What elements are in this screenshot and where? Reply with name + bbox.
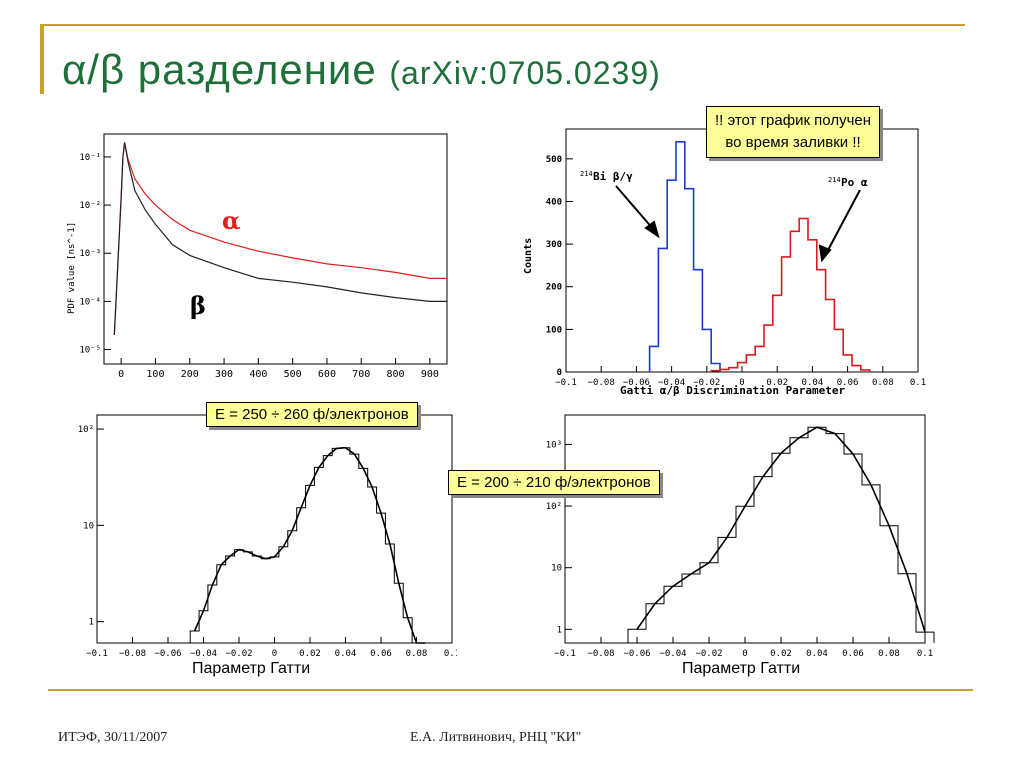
gatti-distribution-chart: −0.1 −0.08 −0.06 −0.04 −0.02 0 0.02 0.04 0.06 0.0… [520, 124, 930, 399]
bi-arrowhead [644, 220, 660, 239]
x-tick-label: 0.04 [335, 649, 357, 659]
x-tick-label: 0.1 [917, 649, 933, 659]
caption-bottom-left: Параметр Гатти [192, 660, 311, 677]
x-tick-label: 0.1 [444, 649, 457, 659]
note-callout: !! этот график получен во время заливки … [706, 106, 881, 158]
fit-curve [193, 446, 426, 644]
x-tick-label: 300 [215, 369, 233, 380]
x-tick-label: −0.08 [588, 378, 615, 388]
x-tick-label: 0.06 [370, 649, 392, 659]
x-tick-label: −0.1 [86, 649, 108, 659]
x-tick-label: 0.04 [802, 378, 824, 388]
y-tick-label: 10⁻⁵ [79, 346, 101, 356]
x-tick-label: 0.08 [878, 649, 900, 659]
x-tick-label: 0 [742, 649, 747, 659]
footer-center: Е.А. Литвинович, РНЦ "КИ" [410, 730, 582, 745]
caption-bottom-right: Параметр Гатти [682, 660, 801, 677]
x-tick-label: −0.04 [658, 378, 685, 388]
x-tick-label: 0 [272, 649, 277, 659]
y-tick-label: 500 [546, 155, 562, 165]
x-tick-label: −0.02 [695, 649, 722, 659]
pulse-shape-chart: 0 100 200 300 400 500 600 700 800 900 10⁻⁵ 10⁻⁴ 10⁻… [67, 124, 454, 390]
footer-left: ИТЭФ, 30/11/2007 [58, 730, 168, 745]
y-tick-label: 400 [546, 197, 562, 207]
x-tick-label: 0 [739, 378, 744, 388]
y-tick-label: 10² [78, 425, 94, 435]
top-divider [40, 24, 965, 26]
x-tick-label: −0.04 [659, 649, 686, 659]
x-tick-label: −0.02 [225, 649, 252, 659]
y-axis-label: Counts [523, 238, 534, 274]
x-tick-label: −0.02 [693, 378, 720, 388]
x-tick-label: −0.08 [119, 649, 146, 659]
x-tick-label: 0 [118, 369, 124, 380]
x-tick-label: 400 [249, 369, 267, 380]
title-reference: (arXiv:0705.0239) [389, 55, 661, 91]
y-tick-label: 300 [546, 240, 562, 250]
x-tick-label: −0.08 [587, 649, 614, 659]
x-tick-label: 0.1 [910, 378, 926, 388]
gatti-250-260-chart: −0.1 −0.08 −0.06 −0.04 −0.02 0 0.02 0.04 0.06 0.0… [62, 410, 457, 662]
note-line-2: во время заливки !! [725, 134, 861, 151]
note-line-1: !! этот график получен [715, 112, 872, 129]
x-tick-label: 0.08 [406, 649, 428, 659]
y-tick-label: 0 [557, 368, 562, 378]
x-axis-label: Gatti α/β Discrimination Parameter [620, 384, 846, 397]
y-tick-label: 1 [89, 618, 94, 628]
alpha-label: α [222, 206, 240, 235]
accent-bar [40, 24, 44, 94]
y-tick-label: 10² [546, 502, 562, 512]
x-tick-label: 800 [387, 369, 405, 380]
x-tick-label: 0.02 [770, 649, 792, 659]
bi-arrow [615, 185, 655, 231]
x-tick-label: 100 [146, 369, 164, 380]
y-tick-label: 200 [546, 283, 562, 293]
x-tick-label: −0.04 [190, 649, 217, 659]
po-annotation: Po α [841, 176, 868, 189]
y-tick-label: 10 [551, 564, 562, 574]
gatti-200-210-chart: −0.1 −0.08 −0.06 −0.04 −0.02 0 0.02 0.04 0.06 0.0… [540, 410, 935, 662]
y-tick-label: 10³ [546, 440, 562, 450]
x-tick-label: −0.06 [154, 649, 181, 659]
fit-curve [636, 426, 926, 633]
y-tick-label: 10⁻¹ [79, 153, 101, 163]
y-tick-label: 100 [546, 325, 562, 335]
y-axis-label: PDF value [ns^-1] [67, 222, 77, 314]
series-bi-histogram [648, 141, 721, 372]
y-tick-label: 10⁻² [79, 201, 101, 211]
x-tick-label: 0.02 [766, 378, 788, 388]
x-tick-label: 0.06 [837, 378, 859, 388]
y-tick-label: 10⁻⁴ [79, 297, 101, 307]
series-po-histogram [710, 217, 871, 372]
po-isotope-sup: 214 [828, 176, 841, 184]
po-arrowhead [818, 244, 832, 263]
x-tick-label: 0.06 [842, 649, 864, 659]
energy-right-callout: E = 200 ÷ 210 ф/электронов [448, 470, 660, 495]
x-tick-label: −0.06 [623, 378, 650, 388]
series-beta-line [113, 142, 447, 336]
x-tick-label: 0.08 [872, 378, 894, 388]
x-tick-label: 900 [421, 369, 439, 380]
x-tick-label: 0.02 [299, 649, 321, 659]
x-tick-label: 0.04 [806, 649, 828, 659]
bottom-divider [48, 689, 973, 691]
x-tick-label: 600 [318, 369, 336, 380]
bi-isotope-sup: 214 [580, 170, 593, 178]
x-tick-label: 200 [181, 369, 199, 380]
x-tick-label: 500 [284, 369, 302, 380]
x-tick-label: −0.1 [555, 378, 577, 388]
y-tick-label: 10 [83, 521, 94, 531]
bi-annotation: Bi β/γ [593, 170, 633, 183]
y-tick-label: 1 [557, 625, 562, 635]
energy-left-callout: E = 250 ÷ 260 ф/электронов [206, 402, 418, 427]
po-arrow [826, 189, 861, 253]
x-tick-label: 700 [352, 369, 370, 380]
x-tick-label: −0.1 [554, 649, 576, 659]
beta-label: β [190, 291, 206, 320]
slide-title: α/β разделение (arXiv:0705.0239) [62, 46, 661, 94]
title-main: α/β разделение [62, 46, 377, 93]
y-tick-label: 10⁻³ [79, 249, 101, 259]
x-tick-label: −0.06 [623, 649, 650, 659]
